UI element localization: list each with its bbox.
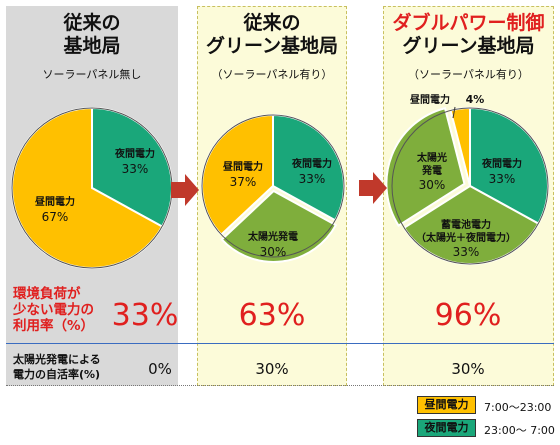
bottom-dotline xyxy=(6,385,554,386)
pie-1-label-1-value: 33% xyxy=(122,162,149,176)
pie-1-label-1-name: 夜間電力 xyxy=(114,147,155,160)
row-divider xyxy=(6,343,554,344)
pie-3-outline xyxy=(391,107,549,265)
pie-3-label-2-value: 33% xyxy=(453,245,480,259)
panel-1-title: 従来の 基地局 xyxy=(63,12,121,57)
pie-3-label-1-value: 33% xyxy=(489,172,516,186)
pie-3-label-1-name: 夜間電力 xyxy=(481,157,522,170)
pie-2-outline xyxy=(201,114,345,258)
pie-3-label-2-name2: （太陽光＋夜間電力） xyxy=(416,231,516,244)
low-env-label: 環境負荷が 少ない電力の 利用率（%） xyxy=(13,286,95,334)
pie-2-label-3-value: 37% xyxy=(230,175,257,189)
pie-3-label-3-name: 太陽光 xyxy=(416,151,447,164)
pie-2-label-3-name: 昼間電力 xyxy=(223,160,263,173)
pie-1-label-2-name: 昼間電力 xyxy=(35,195,75,208)
solar-self-value-1: 0% xyxy=(148,360,172,378)
arrow-1 xyxy=(171,174,199,206)
pie-3-label-3-name2: 発電 xyxy=(421,164,442,177)
solar-self-label: 太陽光発電による 電力の自活率(%) xyxy=(13,353,101,381)
panel-2-title: 従来の グリーン基地局 xyxy=(205,12,339,57)
panel-2-subtitle: （ソーラーパネル有り） xyxy=(211,68,333,81)
pie-3-label-2-name: 蓄電池電力 xyxy=(441,218,491,231)
low-env-value-1: 33% xyxy=(111,298,179,333)
pie-2-label-1-value: 33% xyxy=(299,172,326,186)
panel-1-subtitle: ソーラーパネル無し xyxy=(42,68,142,81)
pie-3-label-4-value: 4% xyxy=(466,93,485,106)
arrow-2 xyxy=(359,172,387,204)
low-env-value-2: 63% xyxy=(238,298,306,333)
legend-daytime-time: 7:00～23:00 xyxy=(484,401,552,414)
solar-self-value-3: 30% xyxy=(451,360,485,378)
panel-3-title: ダブルパワー制御 グリーン基地局 xyxy=(392,12,545,57)
pie-3-label-4-name: 昼間電力 xyxy=(410,93,450,106)
pie-3-slice-3 xyxy=(385,107,466,227)
pie-3-label-3-value: 30% xyxy=(419,178,446,192)
pie-2-label-1-name: 夜間電力 xyxy=(291,157,332,170)
legend-daytime-swatch: 昼間電力 xyxy=(417,396,476,414)
solar-self-value-2: 30% xyxy=(255,360,289,378)
pie-2-label-2-value: 30% xyxy=(260,245,287,259)
pie-2-slice-2 xyxy=(220,189,338,263)
legend-night-swatch: 夜間電力 xyxy=(417,419,476,437)
pie-2-label-2-name: 太陽光発電 xyxy=(247,230,298,243)
pie-3-label-4-leader xyxy=(452,106,456,119)
pie-1-label-2-value: 67% xyxy=(42,210,69,224)
legend-night-time: 23:00～ 7:00 xyxy=(484,424,555,437)
low-env-value-3: 96% xyxy=(434,298,502,333)
panel-3-subtitle: （ソーラーパネル有り） xyxy=(408,68,529,81)
